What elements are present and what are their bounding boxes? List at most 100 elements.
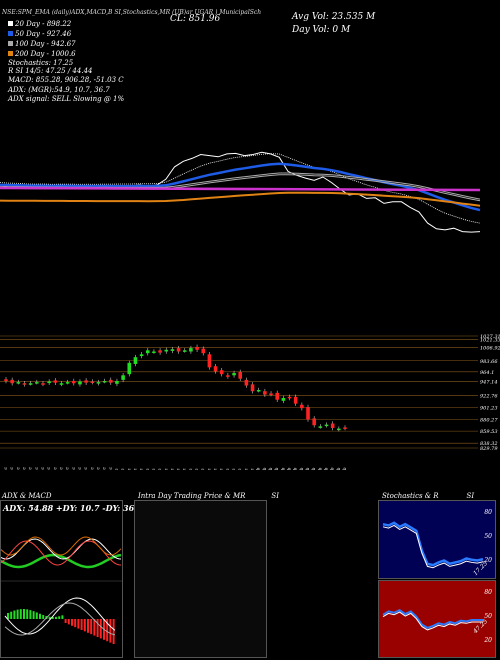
candle-body [59, 383, 64, 385]
candle-body [121, 375, 125, 380]
macd-histogram-bar [10, 611, 13, 619]
intraday-title: Intra Day Trading Price & MR SI [138, 492, 279, 500]
stoch-k-line [382, 524, 484, 569]
date-label: 15 Jan [176, 468, 181, 470]
ema20-legend: 20 Day - 898.22 [8, 20, 71, 28]
candle-body [275, 392, 279, 400]
date-label: 03 Feb [262, 467, 267, 470]
candle-body [250, 384, 255, 392]
candle-body [127, 362, 132, 375]
macd-histogram-bar [90, 619, 93, 635]
macd-histogram-bar [71, 619, 73, 626]
candle-body [337, 428, 341, 431]
candle-body [108, 379, 113, 383]
date-label: 02 Jan [120, 468, 125, 470]
rsi-line [382, 611, 483, 631]
date-label: 14 Jan [169, 468, 174, 470]
candle-body [300, 404, 304, 409]
date-label: 22 Jan [206, 468, 211, 470]
candle-body [170, 349, 175, 351]
rsi-tick-80: 80 [484, 589, 492, 596]
macd-signal-line [4, 602, 116, 636]
macd-histogram-bar [19, 609, 22, 619]
date-label: 19 Dec [65, 467, 70, 470]
price-axis-label: 838.32 [480, 441, 498, 447]
candle-body [182, 350, 187, 352]
macd-histogram-bar [64, 619, 67, 623]
date-label: 20 Dec [71, 467, 76, 470]
date-label: 17 Dec [52, 467, 57, 470]
macd-histogram-bar [67, 619, 70, 625]
candle-body [4, 379, 8, 381]
candle-body [324, 424, 329, 427]
macd-histogram-bar [112, 619, 115, 644]
stoch-tick-80: 80 [484, 509, 492, 516]
date-label: 03 Jan [126, 468, 131, 470]
macd-histogram-bar [23, 609, 25, 619]
ema20-swatch [8, 21, 13, 26]
date-label: 12 Feb [305, 467, 310, 470]
rsi-tick-20: 20 [484, 637, 492, 644]
date-label: 17 Jan [188, 468, 193, 470]
rsi-tick-50: 50 [484, 613, 492, 620]
candle-body [78, 381, 82, 385]
date-label: 29 Jan [237, 468, 242, 470]
date-label: 11 Feb [299, 467, 304, 470]
date-label: 20 Jan [194, 468, 199, 470]
rsi-smoothed-line [382, 608, 483, 630]
date-label: 07 Feb [287, 467, 292, 470]
candle-body [164, 349, 169, 352]
candle-body [343, 427, 347, 429]
candle-body [133, 357, 138, 364]
stoch-tick-50: 50 [484, 533, 492, 540]
date-label: 26 Dec [89, 467, 94, 470]
date-label: 01 Feb [256, 467, 261, 470]
adx-macd-panel: ADX: 54.88 +DY: 10.7 -DY: 36.7 [0, 500, 143, 658]
ticker-line: NSE:SPM_EMA (daily)ADX,MACD,B SI,Stochas… [2, 9, 262, 16]
candle-body [238, 371, 243, 379]
date-label: 21 Jan [200, 468, 205, 470]
date-label: 31 Dec [108, 467, 113, 470]
date-label: 23 Dec [77, 467, 82, 470]
macd-histogram-bar [42, 615, 45, 619]
candle-body [41, 383, 45, 385]
adx-line [1, 553, 122, 569]
ema50-line [0, 162, 481, 212]
candle-body [263, 391, 267, 395]
date-label: 10 Dec [21, 467, 26, 470]
macd-histogram-bar [74, 619, 77, 628]
candle-body [152, 351, 156, 353]
date-label: 24 Dec [83, 467, 88, 470]
candle-body [28, 383, 33, 385]
date-label: 23 Jan [213, 468, 218, 470]
price-axis-label: 1006.92 [480, 346, 500, 352]
macd-histogram-bar [99, 619, 102, 639]
adx-aux-line [1, 536, 122, 556]
candle-body [90, 381, 95, 384]
price-axis-label: 1021.33 [480, 337, 500, 343]
close-label: CL: 851.96 [170, 14, 221, 24]
ema50-legend: 50 Day - 927.46 [8, 30, 71, 38]
price-axis-label: 947.14 [480, 379, 498, 385]
macd-histogram-bar [7, 613, 9, 619]
adx-signal: ADX signal: SELL Slowing @ 1% [8, 95, 125, 103]
macd-histogram-bar [39, 613, 41, 619]
date-label: 16 Dec [46, 467, 51, 470]
macd-histogram-bar [83, 619, 86, 632]
date-label: 09 Jan [151, 468, 156, 470]
avg-vol: Avg Vol: 23.535 M [292, 12, 376, 22]
date-label: 28 Jan [231, 468, 236, 470]
macd-histogram-bar [109, 619, 112, 643]
date-label: 10 Jan [157, 468, 162, 470]
stochastics-panel: 80 50 20 17.25 [378, 500, 496, 579]
date-label: 06 Jan [132, 468, 137, 470]
rsi-chart [382, 608, 483, 631]
rsi-readout: R SI 14/5: 47.25 / 44.44 [8, 67, 93, 75]
macd-line [4, 597, 116, 635]
candle-body [158, 350, 162, 353]
stochastics-chart [382, 521, 484, 569]
date-label: 05 Dec [3, 467, 8, 470]
candle-body [53, 380, 58, 383]
macd-histogram-bar [51, 616, 54, 619]
